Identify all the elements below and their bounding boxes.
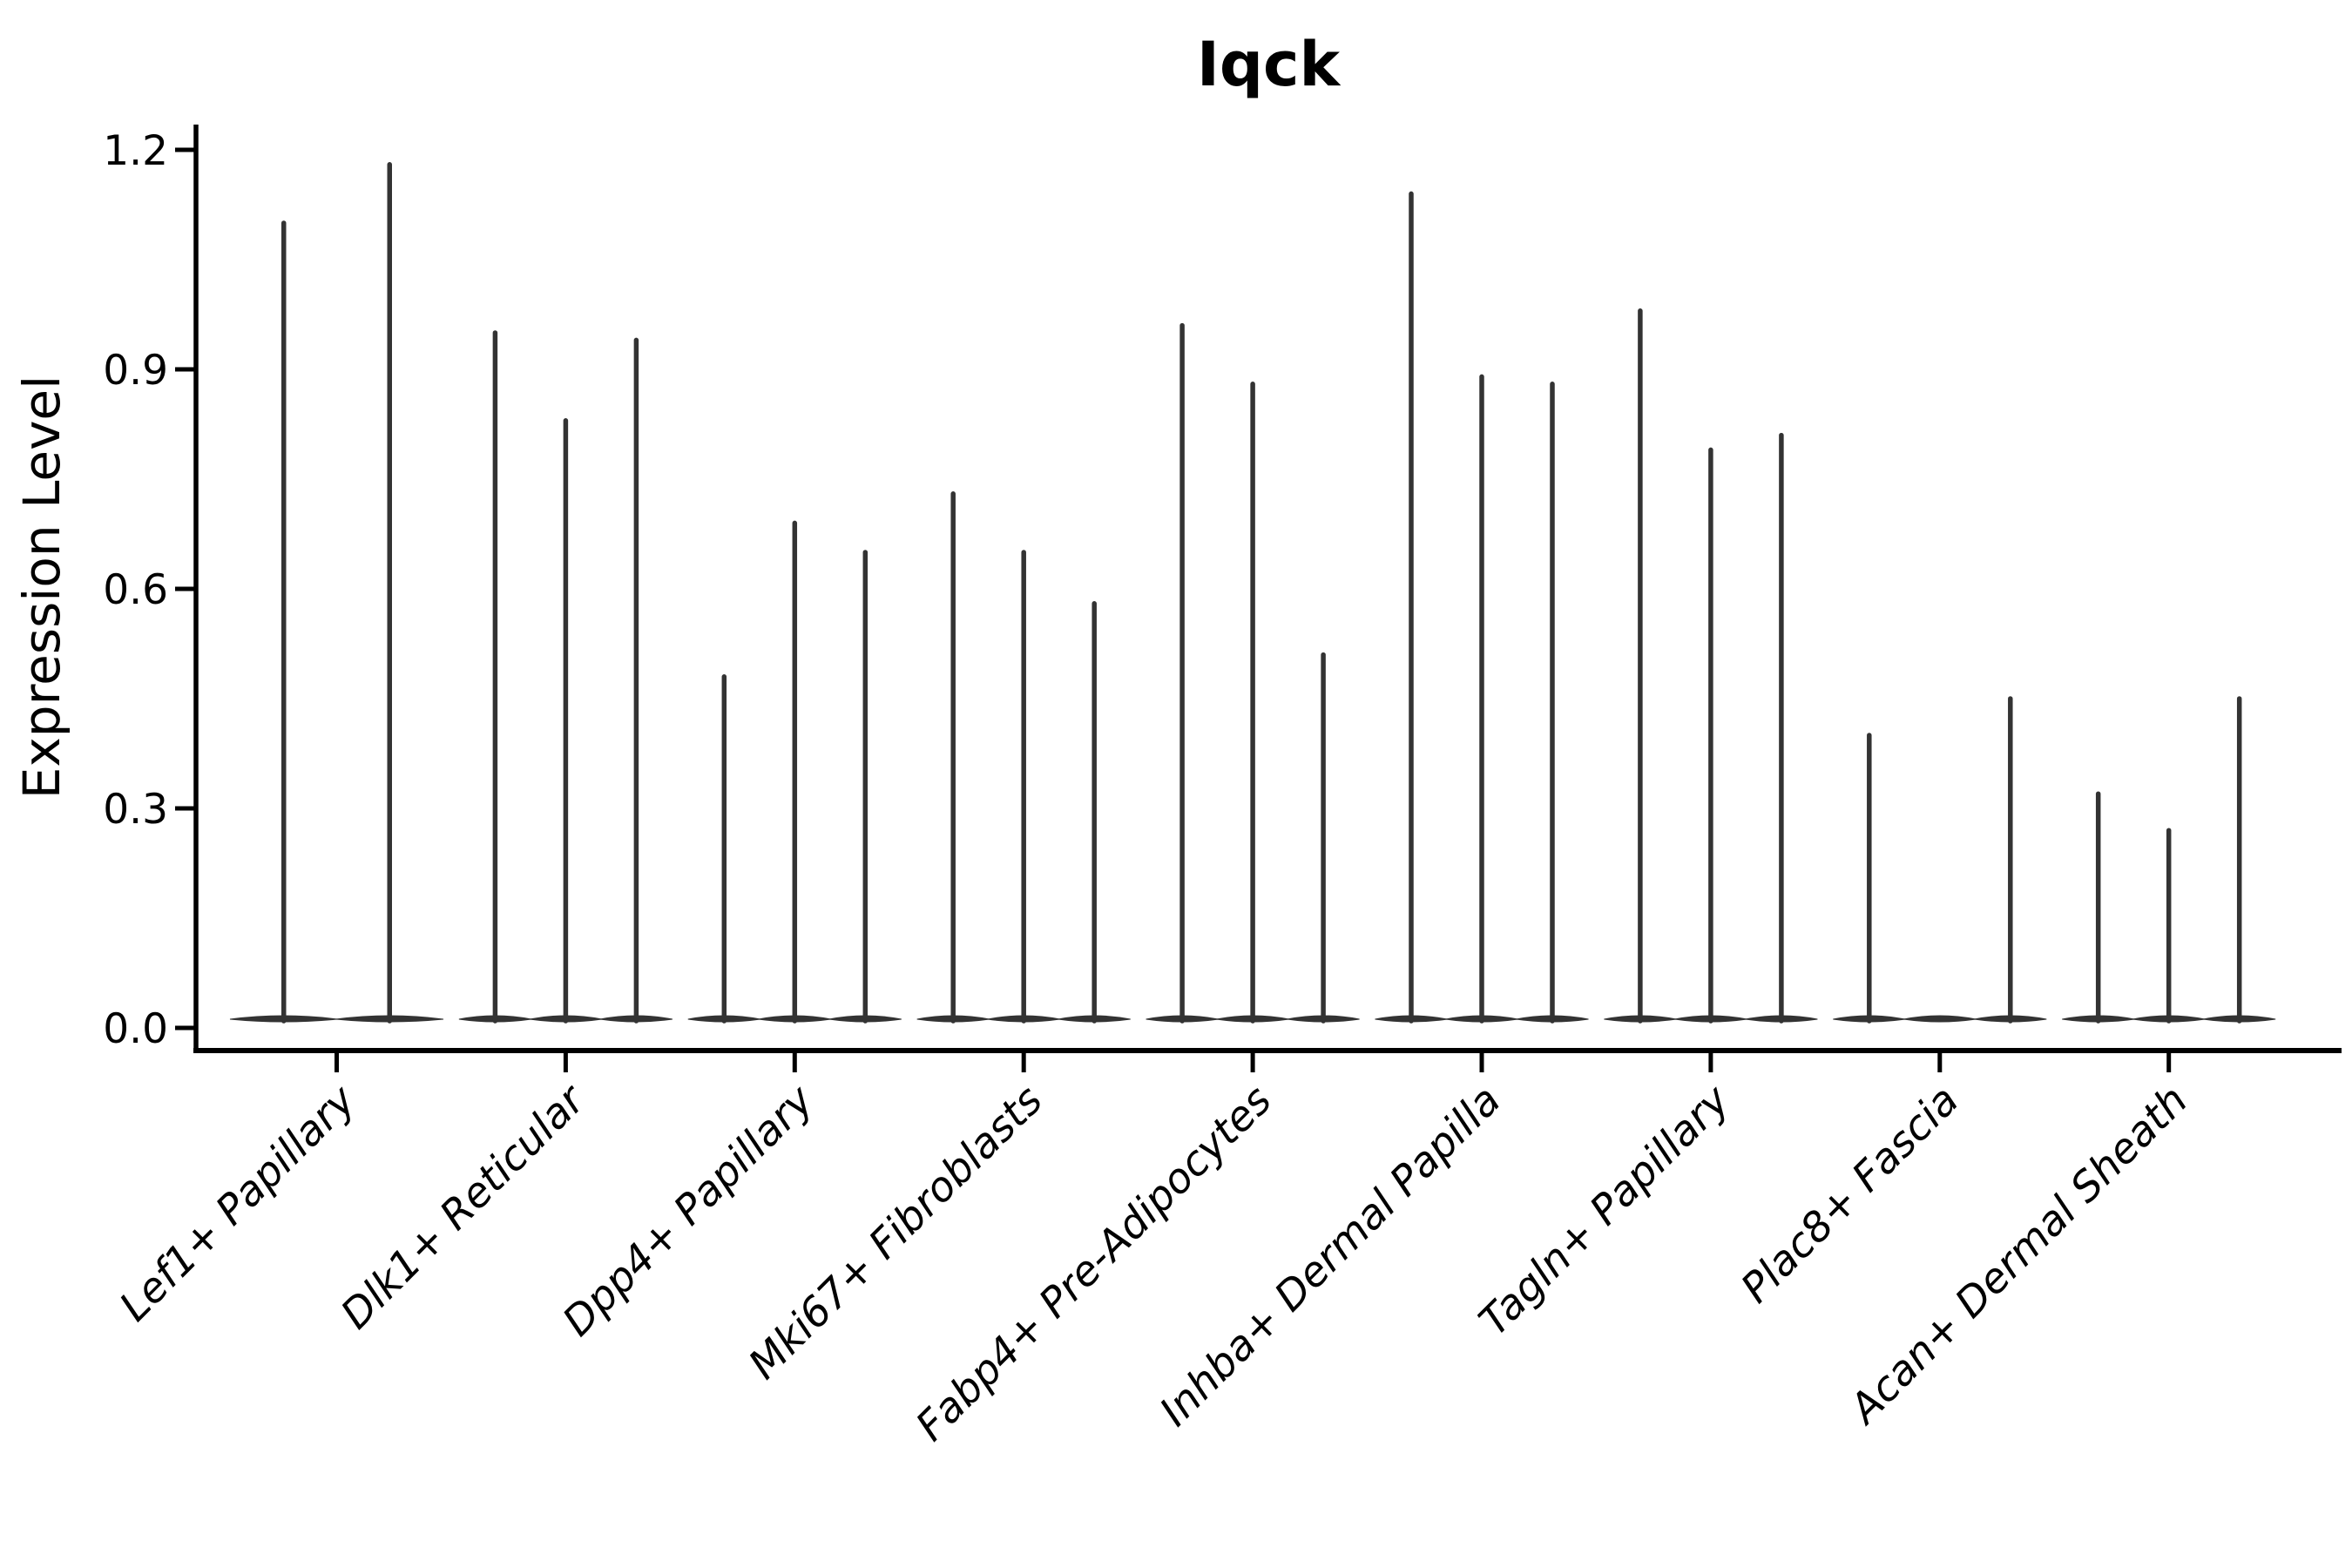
y-tick-label: 1.2 <box>103 127 168 175</box>
y-axis-label: Expression Level <box>12 375 71 799</box>
y-tick-label: 0.9 <box>103 347 168 395</box>
y-tick-label: 0.6 <box>103 566 168 614</box>
chart-title: Iqck <box>1197 29 1342 100</box>
y-tick-label: 0.3 <box>103 786 168 834</box>
y-tick-label: 0.0 <box>103 1005 168 1053</box>
